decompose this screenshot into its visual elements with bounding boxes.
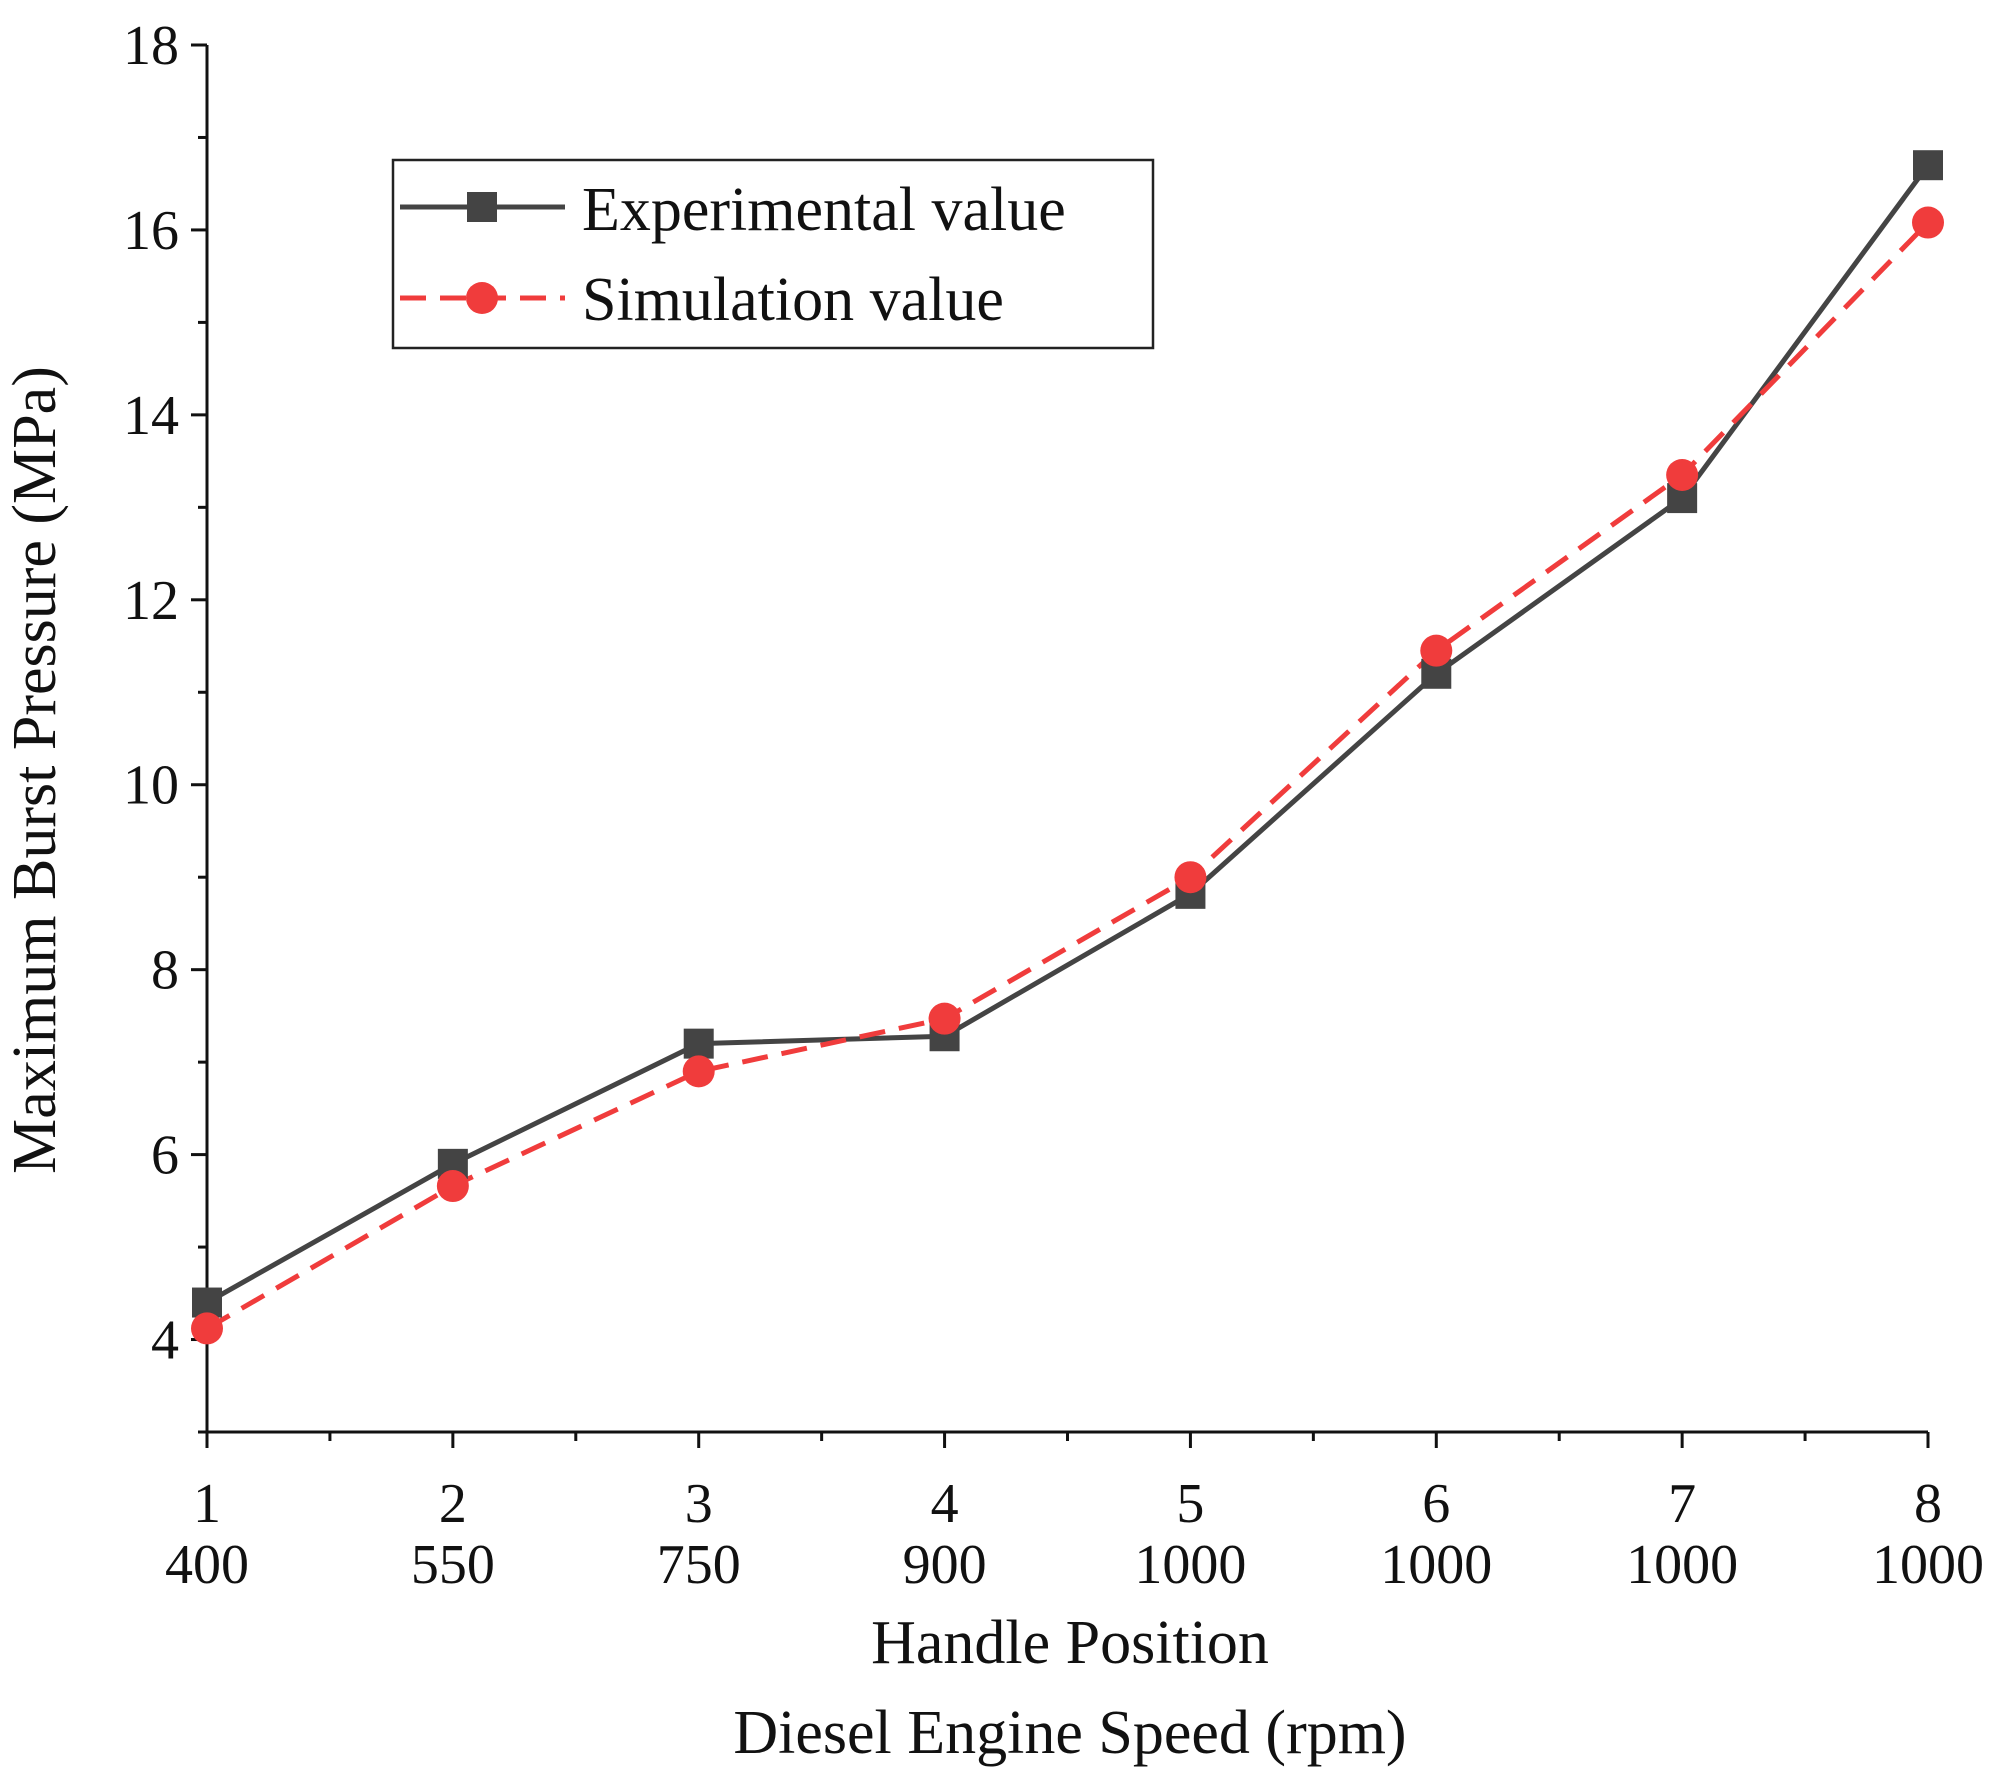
simulation-data-point	[1420, 634, 1453, 667]
y-tick-label: 4	[151, 1310, 179, 1372]
legend: Experimental value Simulation value	[391, 158, 1155, 350]
x-tick-label-speed: 400	[165, 1534, 249, 1596]
x-tick-label-speed: 900	[903, 1534, 987, 1596]
simulation-series-line	[205, 220, 1930, 1331]
x-tick-label: 2	[439, 1473, 467, 1535]
x-axis-title: Handle Position	[871, 1609, 1269, 1677]
x-tick-label: 1	[193, 1473, 221, 1535]
x-tick-label-speed: 550	[411, 1534, 495, 1596]
x-tick-label: 5	[1176, 1473, 1204, 1535]
experimental-series-line	[205, 163, 1931, 1305]
x-axis-subtitle: Diesel Engine Speed (rpm)	[733, 1699, 1406, 1767]
experimental-data-point	[683, 1028, 714, 1059]
simulation-data-point	[436, 1170, 469, 1203]
x-tick-label-speed: 1000	[1626, 1534, 1738, 1596]
y-tick-label: 10	[123, 755, 179, 817]
legend-label-experimental: Experimental value	[582, 176, 1066, 244]
legend-marker-circle	[466, 282, 498, 314]
x-tick-label: 6	[1422, 1473, 1450, 1535]
simulation-data-point	[191, 1312, 223, 1345]
plot-series	[191, 150, 1944, 1345]
x-tick-label: 3	[685, 1473, 713, 1535]
legend-marker-square	[467, 192, 497, 222]
x-tick-label-speed: 1000	[1872, 1534, 1984, 1596]
x-tick-label-speed: 750	[657, 1534, 741, 1596]
axes: 4681012141618140025503750490051000610007…	[123, 15, 1984, 1596]
y-tick-label: 6	[151, 1125, 179, 1187]
simulation-data-point	[1912, 206, 1944, 239]
experimental-data-point	[1913, 150, 1943, 181]
simulation-data-point	[928, 1002, 961, 1035]
x-tick-label-speed: 1000	[1134, 1534, 1246, 1596]
y-tick-label: 8	[151, 940, 179, 1002]
y-axis-title: Maximum Burst Pressure (MPa)	[1, 366, 69, 1174]
y-tick-label: 16	[123, 200, 179, 262]
simulation-data-point	[1666, 458, 1699, 491]
simulation-data-point	[682, 1055, 715, 1088]
y-tick-label: 12	[123, 570, 179, 632]
simulation-data-point	[1174, 861, 1207, 894]
legend-box	[391, 158, 1155, 350]
x-tick-label: 8	[1914, 1473, 1942, 1535]
x-tick-label-speed: 1000	[1380, 1534, 1492, 1596]
legend-label-simulation: Simulation value	[582, 266, 1004, 334]
y-tick-label: 18	[123, 15, 179, 77]
y-tick-label: 14	[123, 385, 179, 447]
x-tick-label: 7	[1668, 1473, 1696, 1535]
x-tick-label: 4	[931, 1473, 959, 1535]
